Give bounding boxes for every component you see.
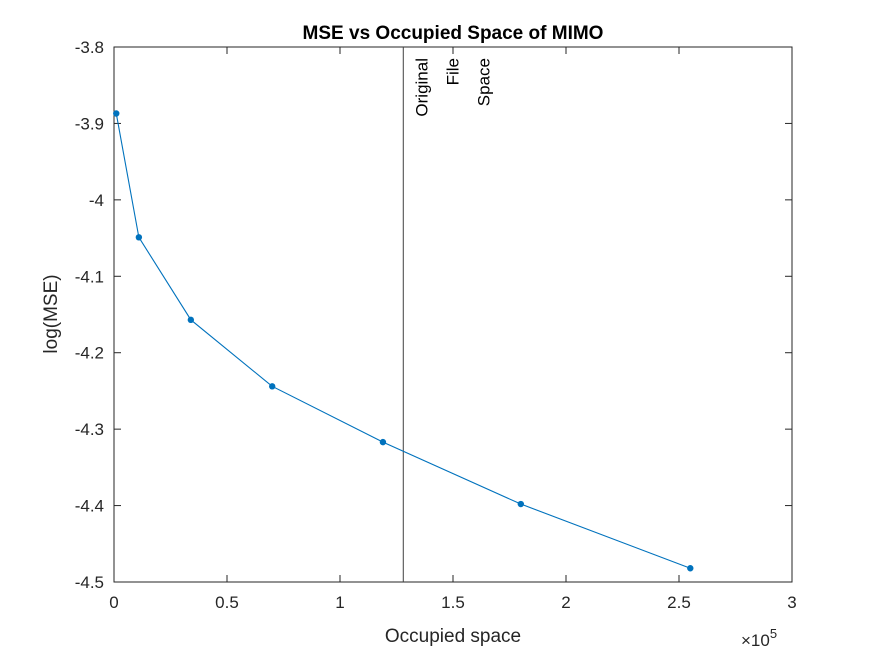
x-tick-label: 1: [335, 593, 344, 612]
y-tick-label: -4.3: [75, 420, 104, 439]
plot-area: 0 0.5 1 1.5 2 2.5 3 -3.8 -3.9 -4 -4.1 -4.2 -4.3 -4.4 -…: [75, 38, 797, 612]
data-point: [379, 438, 387, 446]
x-tick-label: 2: [561, 593, 570, 612]
x-axis-title: Occupied space: [385, 626, 521, 647]
data-point: [269, 383, 276, 390]
x-tick-label: 3: [787, 593, 796, 612]
data-point: [135, 234, 143, 241]
x-multiplier-base: ×10: [741, 631, 770, 650]
x-tick-label: 1.5: [441, 593, 465, 612]
reference-line-label: Original: [412, 58, 431, 117]
reference-line-label: File: [443, 58, 462, 85]
y-tick-label: -4.4: [75, 497, 104, 516]
x-tick-label: 0: [109, 593, 118, 612]
reference-line-label: Space: [474, 58, 493, 106]
svg-text:×105: ×105: [741, 626, 777, 650]
y-axis-title: log(MSE): [41, 274, 62, 353]
y-tick-label: -4.2: [75, 344, 104, 363]
x-tick-label: 2.5: [667, 593, 691, 612]
data-point: [187, 316, 195, 324]
data-point: [113, 110, 120, 117]
y-tick-label: -4.1: [75, 267, 104, 286]
chart-title: MSE vs Occupied Space of MIMO: [303, 23, 604, 44]
y-tick-label: -3.9: [75, 114, 104, 133]
x-tick-label: 0.5: [215, 593, 239, 612]
data-point: [687, 565, 694, 572]
y-tick-label: -3.8: [75, 38, 104, 57]
axes-box: [113, 46, 793, 583]
data-point: [517, 500, 524, 508]
y-tick-label: -4.5: [75, 573, 104, 592]
y-tick-label: -4: [89, 191, 104, 210]
x-axis-multiplier: ×105: [741, 626, 777, 650]
x-multiplier-exponent: 5: [770, 626, 777, 641]
